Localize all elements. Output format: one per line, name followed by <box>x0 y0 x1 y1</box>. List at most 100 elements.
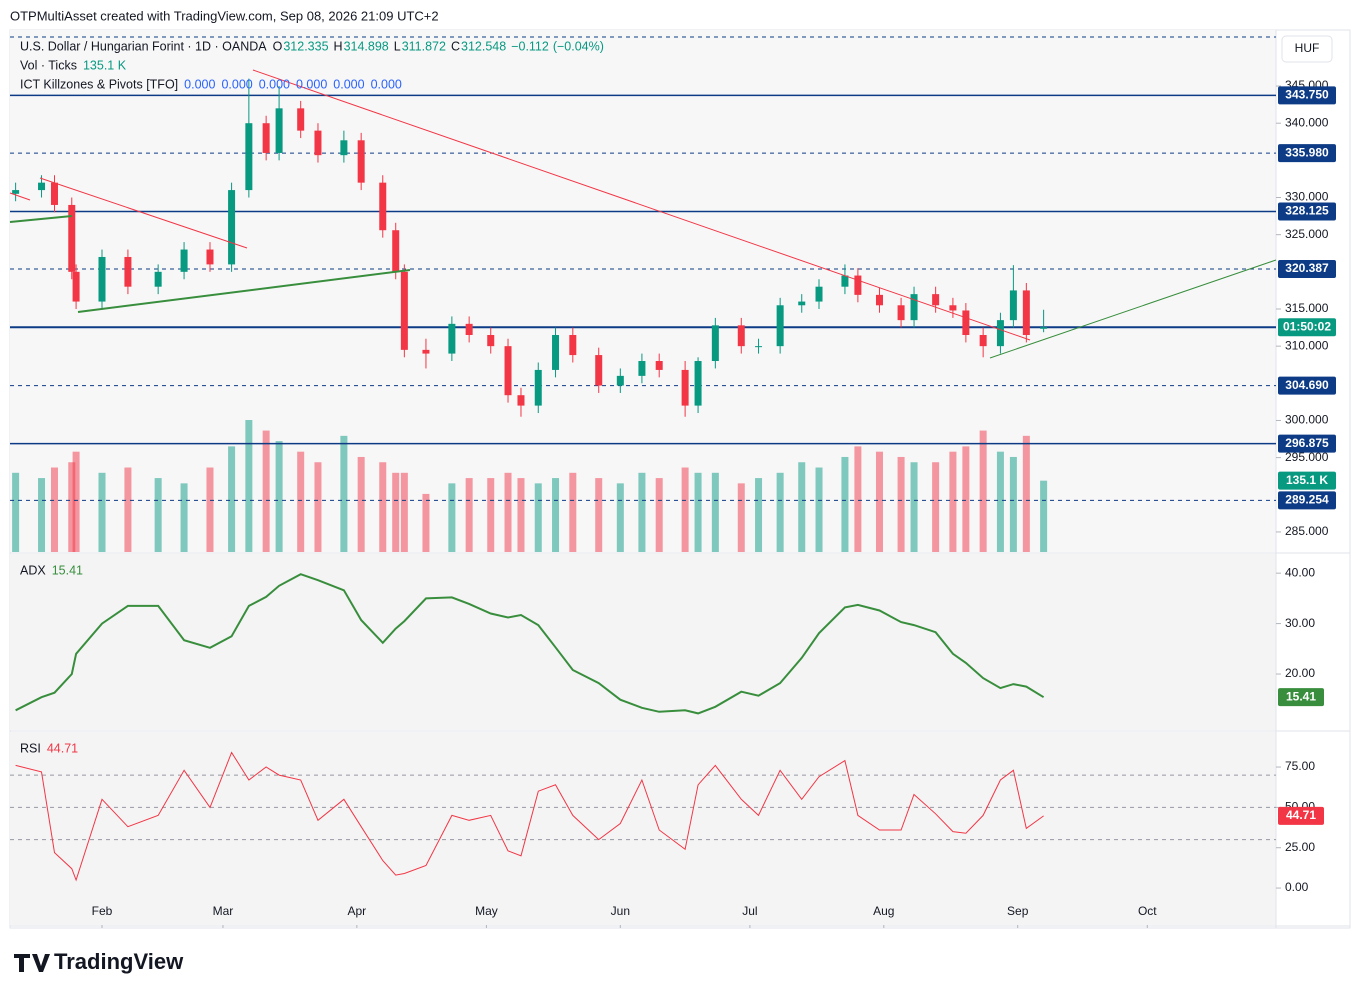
trendline <box>9 215 73 223</box>
candle-body <box>98 256 106 302</box>
legend: U.S. Dollar / Hungarian Forint · 1D · OA… <box>20 39 604 755</box>
indicator-value: 0.000 <box>296 77 327 91</box>
candle-body <box>854 275 862 295</box>
candle-body <box>1022 290 1030 336</box>
level-label-bg <box>1278 259 1336 278</box>
candle-body <box>910 294 918 321</box>
countdown-bg <box>1278 318 1336 337</box>
x-tick-label: Mar <box>213 904 234 918</box>
candle-body <box>448 323 456 354</box>
volume-bar <box>448 483 456 552</box>
candle-body <box>154 271 162 287</box>
candle-body <box>962 310 970 336</box>
volume-bar <box>357 456 365 552</box>
volume-bar <box>1009 456 1017 552</box>
ohlc-key: H <box>334 39 343 53</box>
volume-bar <box>979 430 987 552</box>
adx-name: ADX <box>20 563 46 577</box>
volume-bar <box>50 467 58 552</box>
volume-bar <box>655 478 663 552</box>
watermark: TradingView <box>54 949 184 974</box>
candle-body <box>638 361 646 376</box>
volume-bar <box>98 472 106 552</box>
volume-bar <box>504 472 512 552</box>
candle-body <box>379 182 387 231</box>
candle-body <box>1009 290 1017 321</box>
ohlc-key: L <box>394 39 401 53</box>
y-tick-label: 325.000 <box>1285 227 1329 241</box>
rsi-tag: 44.71 <box>1286 808 1316 822</box>
adx-value: 15.41 <box>52 563 83 577</box>
change: −0.112 <box>511 39 549 53</box>
candle-body <box>815 286 823 302</box>
y-tick-label: 315.000 <box>1285 301 1329 315</box>
volume-bar <box>180 483 188 552</box>
ohlc-value: 314.898 <box>344 39 389 53</box>
candle-body <box>897 305 905 321</box>
volume-bar <box>552 478 560 552</box>
volume-title: Vol · Ticks <box>20 58 77 72</box>
candle-body <box>245 123 253 191</box>
y-tick-label: 30.00 <box>1285 616 1315 630</box>
trendline <box>39 177 248 249</box>
candle-body <box>357 140 365 183</box>
volume-value: 135.1 K <box>83 58 127 72</box>
currency-box[interactable] <box>1281 35 1333 63</box>
volume-bar <box>897 456 905 552</box>
candle-body <box>180 249 188 272</box>
candle-body <box>841 275 849 287</box>
candle-body <box>297 108 305 131</box>
candle-body <box>68 204 76 272</box>
volume-bar <box>517 478 525 552</box>
volume-bar <box>949 451 957 552</box>
volume-bar <box>314 462 322 552</box>
indicator-value: 0.000 <box>333 77 364 91</box>
trendline <box>989 259 1277 359</box>
indicator-value: 0.000 <box>184 77 215 91</box>
ohlc-value: 311.872 <box>402 39 446 53</box>
level-label: 289.254 <box>1285 492 1329 506</box>
level-label-bg <box>1278 491 1336 510</box>
candle-body <box>595 355 603 386</box>
plot <box>10 78 1276 882</box>
candle-body <box>340 140 348 156</box>
candle-body <box>422 349 430 354</box>
volume-bar <box>932 462 940 552</box>
candle-body <box>12 190 20 194</box>
rsi-name: RSI <box>20 741 41 755</box>
trendline <box>252 69 1031 341</box>
countdown: 01:50:02 <box>1283 319 1331 333</box>
rsi-line <box>15 751 1044 882</box>
trendlines <box>9 69 1277 359</box>
volume-bar <box>854 446 862 552</box>
candle-body <box>996 320 1004 347</box>
change-pct: (−0.04%) <box>553 39 604 53</box>
level-label: 304.690 <box>1285 378 1329 392</box>
x-tick-label: Jun <box>611 904 630 918</box>
candle-body <box>392 230 400 272</box>
candle-body <box>755 346 763 348</box>
candle-body <box>776 305 784 347</box>
trendline <box>9 192 31 201</box>
candle-body <box>314 130 322 156</box>
volume-bar <box>340 435 348 552</box>
x-tick-label: Apr <box>347 904 366 918</box>
volume-bar <box>841 456 849 552</box>
volume-bar <box>487 478 495 552</box>
volume-bar <box>228 446 236 552</box>
price-pane <box>10 30 1276 552</box>
x-tick-label: Jul <box>742 904 757 918</box>
level-label-bg <box>1278 144 1336 163</box>
credit: OTPMultiAsset created with TradingView.c… <box>10 8 439 23</box>
x-tick-label: Feb <box>92 904 113 918</box>
volume-bar <box>262 430 270 552</box>
volume-bar <box>379 462 387 552</box>
volume-bar <box>245 420 253 552</box>
volume-bar <box>996 451 1004 552</box>
candle-body <box>517 395 525 406</box>
candle-body <box>1040 327 1048 329</box>
currency[interactable]: HUF <box>1295 41 1320 55</box>
candle-body <box>400 271 408 350</box>
candle-body <box>228 190 236 265</box>
